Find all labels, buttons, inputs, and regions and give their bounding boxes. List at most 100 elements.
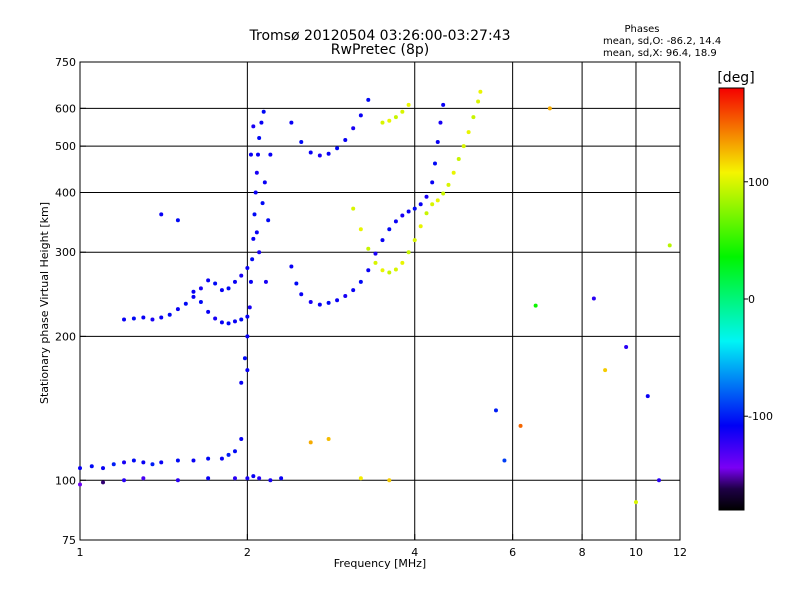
echo-point: [294, 281, 299, 286]
echo-point: [373, 260, 378, 265]
echo-point: [206, 456, 211, 461]
x-tick-label: 6: [509, 546, 516, 559]
echo-point: [263, 279, 268, 284]
echo-point: [262, 180, 267, 185]
echo-point: [198, 286, 203, 291]
echo-point: [603, 368, 608, 373]
legend-line-o: mean, sd,O: -86.2, 14.4: [603, 36, 721, 47]
echo-point: [424, 194, 429, 199]
echo-point: [206, 278, 211, 283]
echo-point: [343, 138, 348, 143]
echo-point: [393, 267, 398, 272]
echo-point: [245, 368, 250, 373]
echo-point: [393, 219, 398, 224]
echo-point: [418, 224, 423, 229]
echo-point: [226, 286, 231, 291]
echo-point: [533, 303, 538, 308]
echo-point: [191, 458, 196, 463]
y-axis-label: Stationary phase Virtual Height [km]: [38, 202, 51, 404]
echo-point: [502, 458, 507, 463]
y-tick-label: 200: [55, 330, 76, 343]
echo-point: [213, 281, 218, 286]
echo-point: [343, 293, 348, 298]
echo-point: [150, 462, 155, 467]
echo-point: [260, 201, 265, 206]
echo-point: [239, 436, 244, 441]
echo-point: [251, 124, 256, 129]
echo-point: [326, 300, 331, 305]
echo-point: [430, 202, 435, 207]
echo-point: [656, 478, 661, 483]
echo-point: [259, 120, 264, 125]
x-axis-label: Frequency [MHz]: [334, 557, 426, 570]
echo-point: [476, 99, 481, 104]
y-tick-label: 400: [55, 186, 76, 199]
echo-point: [351, 206, 356, 211]
echo-point: [250, 257, 255, 262]
echo-point: [226, 321, 231, 326]
echo-point: [191, 294, 196, 299]
y-tick-label: 500: [55, 140, 76, 153]
echo-point: [387, 270, 392, 275]
colorbar-gradient: [718, 87, 745, 511]
echo-point: [435, 198, 440, 203]
echo-point: [141, 315, 146, 320]
x-tick-label: 12: [673, 546, 687, 559]
echo-point: [289, 264, 294, 269]
echo-point: [380, 238, 385, 243]
colorbar-tick-label: -100: [748, 410, 773, 423]
colorbar-tick-label: 100: [748, 176, 769, 189]
echo-point: [239, 317, 244, 322]
echo-point: [387, 227, 392, 232]
echo-point: [435, 140, 440, 145]
echo-point: [358, 113, 363, 118]
echo-point: [406, 102, 411, 107]
echo-point: [441, 102, 446, 107]
plot-border: [79, 61, 681, 541]
echo-point: [441, 191, 446, 196]
echo-point: [667, 243, 672, 248]
echo-point: [456, 157, 461, 162]
y-tick-label: 750: [55, 56, 76, 69]
echo-point: [412, 206, 417, 211]
y-tick-label: 100: [55, 474, 76, 487]
y-tick-label: 600: [55, 102, 76, 115]
echo-point: [254, 230, 259, 235]
echo-point: [299, 140, 304, 145]
echo-point: [412, 238, 417, 243]
echo-point: [232, 449, 237, 454]
echo-point: [131, 316, 136, 321]
echo-point: [251, 236, 256, 241]
chart-subtitle: RwPretec (8p): [331, 42, 429, 58]
colorbar-label: [deg]: [717, 70, 754, 86]
echo-point: [366, 246, 371, 251]
echo-point: [387, 478, 392, 483]
echo-point: [400, 260, 405, 265]
echo-point: [219, 320, 224, 325]
echo-point: [400, 213, 405, 218]
echo-point: [351, 288, 356, 293]
echo-point: [358, 227, 363, 232]
echo-point: [175, 458, 180, 463]
echo-point: [122, 478, 127, 483]
echo-point: [317, 302, 322, 307]
echo-point: [308, 150, 313, 155]
colorbar-tick-label: 0: [748, 293, 755, 306]
echo-point: [167, 312, 172, 317]
echo-point: [547, 106, 552, 111]
echo-point: [268, 478, 273, 483]
echo-point: [251, 474, 256, 479]
echo-point: [248, 279, 253, 284]
echo-point: [518, 423, 523, 428]
echo-point: [326, 151, 331, 156]
echo-point: [257, 136, 262, 141]
echo-point: [245, 334, 250, 339]
echo-point: [206, 309, 211, 314]
echo-point: [131, 458, 136, 463]
echo-point: [219, 456, 224, 461]
echo-point: [257, 476, 262, 481]
echo-point: [266, 218, 271, 223]
echo-point: [248, 152, 253, 157]
echo-point: [141, 460, 146, 465]
